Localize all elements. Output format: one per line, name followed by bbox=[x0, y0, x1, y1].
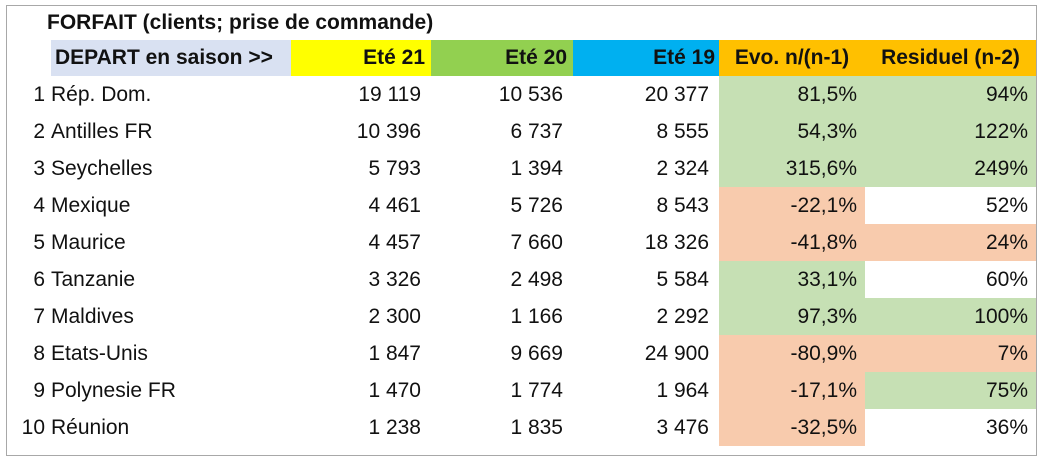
row-evo: 81,5% bbox=[719, 76, 865, 113]
row-destination: Tanzanie bbox=[51, 267, 136, 291]
table-row: 4 Mexique 4 461 5 726 8 543 -22,1% 52% bbox=[7, 187, 1036, 224]
row-rank: 7 bbox=[33, 304, 45, 328]
row-ete-21: 1 847 bbox=[368, 341, 421, 365]
row-ete-20: 7 660 bbox=[510, 230, 563, 254]
row-ete-21: 5 793 bbox=[368, 156, 421, 180]
row-ete-21: 3 326 bbox=[368, 267, 421, 291]
row-ete-20: 5 726 bbox=[510, 193, 563, 217]
row-ete-21: 1 470 bbox=[368, 378, 421, 402]
row-evo: 54,3% bbox=[719, 113, 865, 150]
row-destination: Etats-Unis bbox=[51, 341, 148, 365]
row-rank: 5 bbox=[33, 230, 45, 254]
row-ete-19: 8 543 bbox=[656, 193, 709, 217]
table-row: 3 Seychelles 5 793 1 394 2 324 315,6% 249% bbox=[7, 150, 1036, 187]
row-ete-21: 1 238 bbox=[368, 415, 421, 439]
header-evo: Evo. n/(n-1) bbox=[719, 40, 865, 76]
row-evo: 315,6% bbox=[719, 150, 865, 187]
row-ete-21: 2 300 bbox=[368, 304, 421, 328]
row-ete-20: 6 737 bbox=[510, 119, 563, 143]
row-ete-20: 1 394 bbox=[510, 156, 563, 180]
row-evo: -41,8% bbox=[719, 224, 865, 261]
table-row: 2 Antilles FR 10 396 6 737 8 555 54,3% 122% bbox=[7, 113, 1036, 150]
header-ete-19: Eté 19 bbox=[573, 40, 719, 76]
row-ete-19: 18 326 bbox=[644, 230, 709, 254]
row-ete-20: 9 669 bbox=[510, 341, 563, 365]
row-ete-21: 4 457 bbox=[368, 230, 421, 254]
table-row: 7 Maldives 2 300 1 166 2 292 97,3% 100% bbox=[7, 298, 1036, 335]
row-residuel: 94% bbox=[865, 76, 1036, 113]
row-destination: Rép. Dom. bbox=[51, 82, 152, 106]
row-evo: -80,9% bbox=[719, 335, 865, 372]
row-destination: Maldives bbox=[51, 304, 134, 328]
row-ete-21: 10 396 bbox=[356, 119, 421, 143]
table-row: 9 Polynesie FR 1 470 1 774 1 964 -17,1% 75% bbox=[7, 372, 1036, 409]
row-ete-19: 24 900 bbox=[644, 341, 709, 365]
row-residuel: 36% bbox=[865, 409, 1036, 446]
row-rank: 1 bbox=[33, 82, 45, 106]
table-row: 8 Etats-Unis 1 847 9 669 24 900 -80,9% 7% bbox=[7, 335, 1036, 372]
row-rank: 6 bbox=[33, 267, 45, 291]
row-destination: Polynesie FR bbox=[51, 378, 176, 402]
table-row: 1 Rép. Dom. 19 119 10 536 20 377 81,5% 94% bbox=[7, 76, 1036, 113]
header-ete-20: Eté 20 bbox=[431, 40, 573, 76]
row-residuel: 100% bbox=[865, 298, 1036, 335]
row-evo: -17,1% bbox=[719, 372, 865, 409]
row-rank: 10 bbox=[21, 415, 45, 439]
header-row: DEPART en saison >> Eté 21 Eté 20 Eté 19… bbox=[7, 40, 1036, 76]
row-residuel: 60% bbox=[865, 261, 1036, 298]
row-evo: 97,3% bbox=[719, 298, 865, 335]
table-row: 10 Réunion 1 238 1 835 3 476 -32,5% 36% bbox=[7, 409, 1036, 446]
header-depart: DEPART en saison >> bbox=[51, 40, 291, 76]
forfait-table-frame: FORFAIT (clients; prise de commande) DEP… bbox=[6, 5, 1037, 456]
title-row: FORFAIT (clients; prise de commande) bbox=[7, 6, 1036, 40]
row-destination: Seychelles bbox=[51, 156, 153, 180]
header-ete-21: Eté 21 bbox=[291, 40, 431, 76]
row-residuel: 7% bbox=[865, 335, 1036, 372]
row-evo: -22,1% bbox=[719, 187, 865, 224]
row-ete-19: 2 324 bbox=[656, 156, 709, 180]
row-residuel: 75% bbox=[865, 372, 1036, 409]
row-destination: Réunion bbox=[51, 415, 130, 439]
row-destination: Maurice bbox=[51, 230, 126, 254]
header-residuel: Residuel (n-2) bbox=[865, 40, 1036, 76]
row-ete-19: 3 476 bbox=[656, 415, 709, 439]
row-evo: 33,1% bbox=[719, 261, 865, 298]
row-destination: Antilles FR bbox=[51, 119, 153, 143]
row-ete-20: 10 536 bbox=[498, 82, 563, 106]
row-ete-21: 19 119 bbox=[358, 82, 421, 106]
row-ete-19: 2 292 bbox=[656, 304, 709, 328]
header-spacer bbox=[7, 40, 51, 76]
row-ete-20: 2 498 bbox=[510, 267, 563, 291]
row-ete-20: 1 774 bbox=[510, 378, 563, 402]
row-residuel: 249% bbox=[865, 150, 1036, 187]
row-evo: -32,5% bbox=[719, 409, 865, 446]
table-row: 5 Maurice 4 457 7 660 18 326 -41,8% 24% bbox=[7, 224, 1036, 261]
row-rank: 9 bbox=[33, 378, 45, 402]
row-ete-19: 1 964 bbox=[656, 378, 709, 402]
row-rank: 3 bbox=[33, 156, 45, 180]
row-rank: 2 bbox=[33, 119, 45, 143]
row-ete-19: 20 377 bbox=[644, 82, 709, 106]
row-ete-19: 8 555 bbox=[656, 119, 709, 143]
row-destination: Mexique bbox=[51, 193, 131, 217]
row-residuel: 24% bbox=[865, 224, 1036, 261]
row-residuel: 122% bbox=[865, 113, 1036, 150]
row-rank: 8 bbox=[33, 341, 45, 365]
row-ete-20: 1 835 bbox=[510, 415, 563, 439]
table-row: 6 Tanzanie 3 326 2 498 5 584 33,1% 60% bbox=[7, 261, 1036, 298]
row-ete-19: 5 584 bbox=[656, 267, 709, 291]
forfait-table: FORFAIT (clients; prise de commande) DEP… bbox=[7, 6, 1036, 446]
row-ete-20: 1 166 bbox=[510, 304, 563, 328]
row-ete-21: 4 461 bbox=[368, 193, 421, 217]
row-residuel: 52% bbox=[865, 187, 1036, 224]
table-title: FORFAIT (clients; prise de commande) bbox=[47, 11, 434, 34]
row-rank: 4 bbox=[33, 193, 45, 217]
